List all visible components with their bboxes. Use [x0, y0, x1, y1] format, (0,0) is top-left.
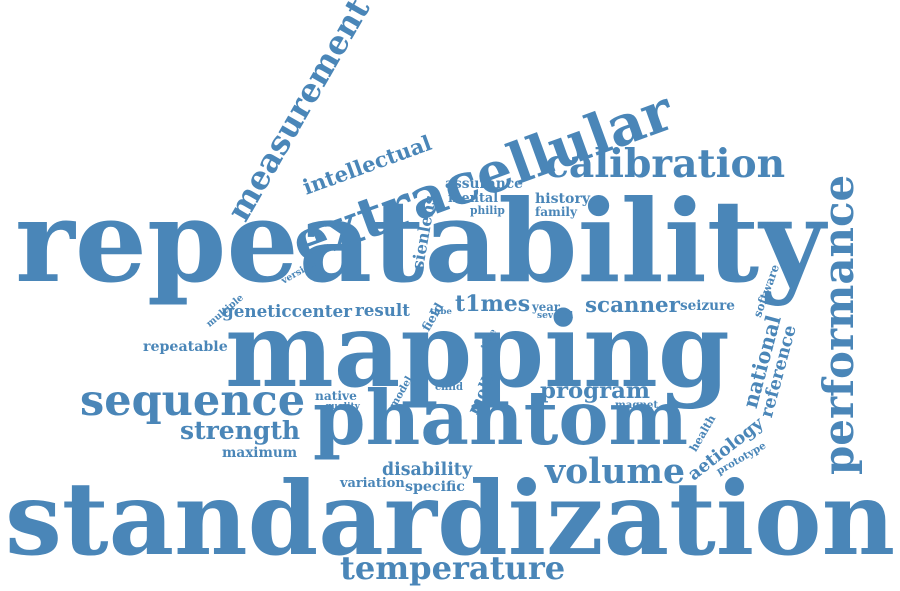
word-repeatable: repeatable — [143, 339, 228, 355]
word-assurance: assurance — [445, 176, 523, 192]
word-seizure: seizure — [680, 298, 735, 314]
word-geneticcenter: geneticcenter — [222, 301, 352, 321]
word-mental: mental — [448, 191, 499, 206]
word-repeatability: repeatability — [15, 174, 826, 308]
word-child: child — [435, 382, 463, 393]
word-native: native — [315, 389, 357, 403]
word-several: several — [537, 310, 574, 321]
word-philip: philip — [470, 204, 505, 217]
word-temperature: temperature — [340, 549, 566, 587]
word-strength: strength — [180, 416, 301, 445]
word-sequence: sequence — [80, 376, 306, 426]
word-disability: disability — [382, 460, 472, 480]
word-year: year — [532, 300, 560, 314]
word-magnet: magnet — [615, 399, 659, 411]
word-program: program — [540, 378, 650, 404]
word-phantom: phantom — [313, 373, 689, 462]
word-result: result — [355, 300, 410, 320]
word-maximum: maximum — [222, 445, 298, 461]
word-scanner: scanner — [585, 293, 680, 318]
word-quality: quality — [325, 402, 360, 412]
word-mapping: mapping — [225, 290, 730, 411]
word-performance: performance — [814, 174, 863, 475]
word-variation: variation — [340, 476, 405, 491]
word-t1mes: t1mes — [455, 291, 531, 317]
word-tube: tube — [430, 307, 452, 317]
word-volume: volume — [545, 452, 686, 492]
word-standardization: standardization — [5, 459, 896, 578]
word-specific: specific — [405, 479, 465, 495]
word-calibration: calibration — [545, 141, 786, 187]
word-family: family — [535, 205, 578, 219]
word-history: history — [535, 191, 591, 207]
